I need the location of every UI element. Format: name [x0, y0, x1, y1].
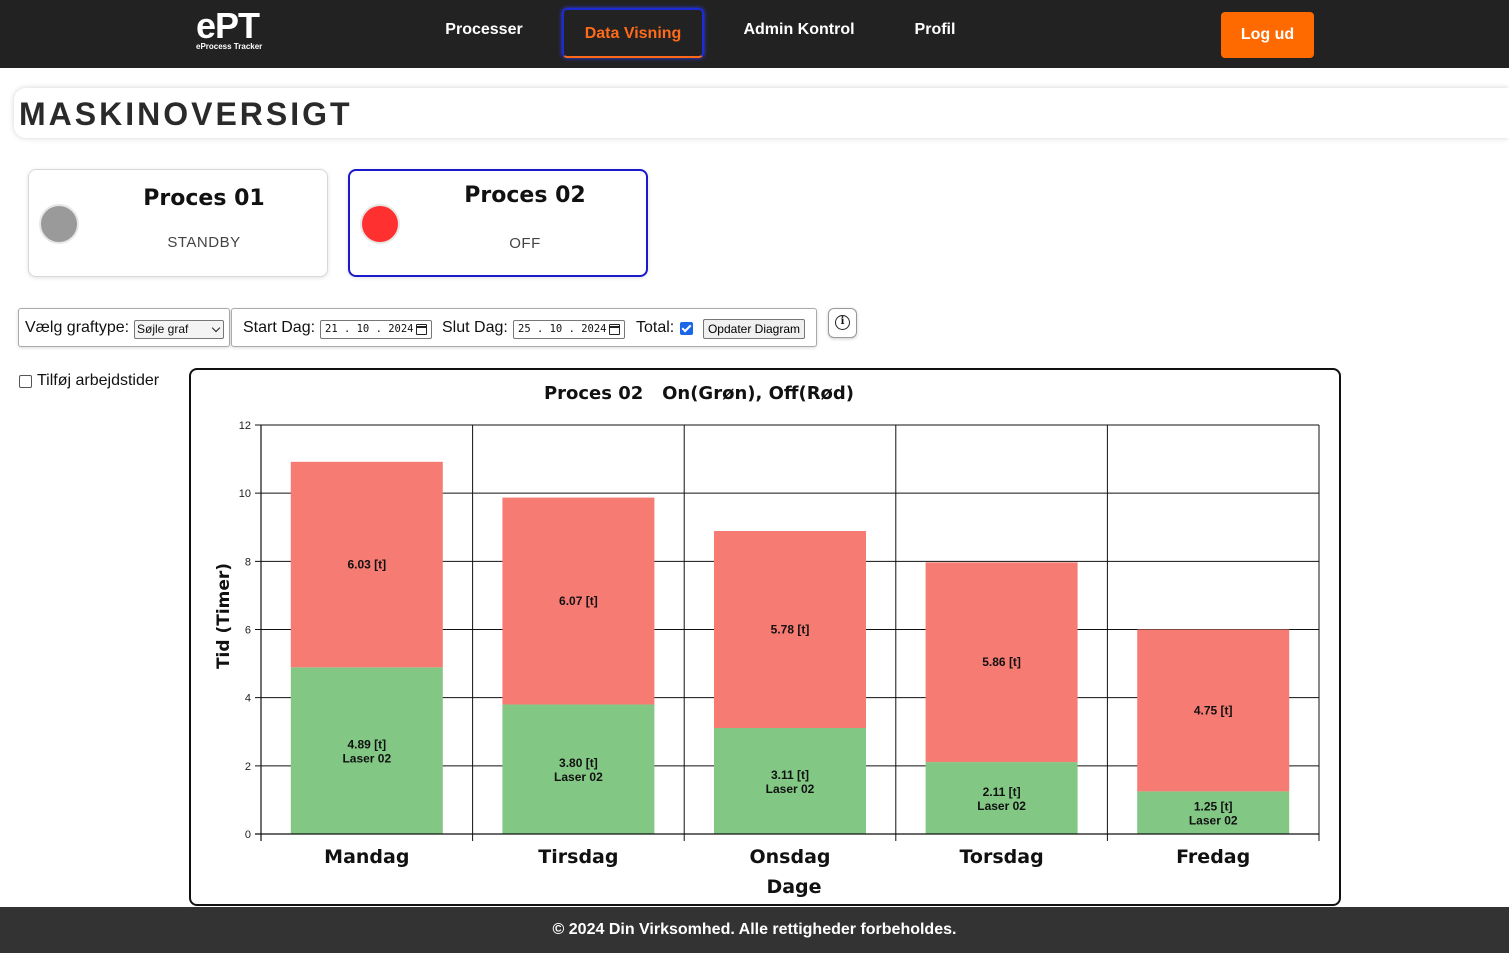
start-date-input[interactable]: 21 . 10 . 2024 [320, 320, 432, 339]
bar-off-segment [290, 461, 443, 668]
y-tick-label: 0 [245, 829, 251, 841]
bar-sub-label: Laser 02 [766, 782, 815, 796]
end-date-value: 25 . 10 . 2024 [518, 323, 607, 335]
x-tick-label: Torsdag [959, 846, 1043, 868]
bar-value-label: 3.80 [t] [559, 756, 598, 770]
page-title-bar: MASKINOVERSIGT [14, 88, 1509, 138]
bar-value-label: 5.78 [t] [771, 623, 810, 637]
process-status: OFF [509, 235, 541, 252]
status-indicator-icon [360, 204, 400, 244]
total-checkbox[interactable] [680, 322, 693, 335]
worktime-label: Tilføj arbejdstider [37, 372, 160, 389]
nav-link-data-visning[interactable]: Data Visning [562, 8, 704, 58]
end-date-label: Slut Dag: [442, 319, 508, 336]
bar-on-segment [290, 667, 443, 834]
bar-on-segment [925, 762, 1078, 834]
bar-value-label: 2.11 [t] [983, 785, 1021, 799]
bar-value-label: 6.03 [t] [347, 558, 386, 572]
bar-value-label: 3.11 [t] [771, 768, 809, 782]
navbar: ePT eProcess Tracker Processer Data Visn… [0, 0, 1509, 68]
ept-logo[interactable]: ePT eProcess Tracker [196, 5, 276, 54]
x-tick-label: Onsdag [749, 846, 830, 868]
bar-sub-label: Laser 02 [977, 799, 1026, 813]
process-card-01[interactable]: Proces 01 STANDBY [28, 169, 328, 277]
bar-on-segment [1137, 791, 1290, 834]
y-tick-label: 6 [245, 625, 251, 637]
y-tick-label: 4 [245, 693, 251, 705]
end-date-input[interactable]: 25 . 10 . 2024 [513, 320, 625, 339]
info-button[interactable]: i [828, 308, 857, 338]
bar-sub-label: Laser 02 [554, 770, 603, 784]
bar-on-segment [502, 704, 655, 834]
calendar-icon[interactable] [609, 324, 620, 335]
process-name: Proces 02 [464, 183, 586, 208]
bar-off-segment [1137, 629, 1290, 792]
bar-value-label: 4.89 [t] [347, 738, 386, 752]
x-axis-label: Dage [766, 876, 821, 898]
bar-value-label: 1.25 [t] [1194, 800, 1233, 814]
graph-type-select[interactable]: Søjle graf [134, 320, 224, 339]
x-tick-label: Tirsdag [538, 846, 618, 868]
logo-text: ePT [196, 5, 260, 46]
graph-type-control: Vælg graftype: Søjle graf [18, 308, 230, 347]
calendar-icon[interactable] [416, 324, 427, 335]
chart-title: Proces 02 On(Grøn), Off(Rød) [544, 383, 854, 404]
x-tick-label: Fredag [1176, 846, 1250, 868]
nav-link-profil[interactable]: Profil [914, 21, 956, 38]
bar-sub-label: Laser 02 [1189, 814, 1238, 828]
process-status: STANDBY [167, 234, 241, 251]
start-date-value: 21 . 10 . 2024 [325, 323, 414, 335]
process-name: Proces 01 [143, 186, 265, 211]
process-card-02[interactable]: Proces 02 OFF [348, 169, 648, 277]
bar-sub-label: Laser 02 [342, 752, 391, 766]
bar-off-segment [714, 530, 866, 729]
info-icon: i [835, 315, 850, 330]
total-label: Total: [636, 319, 675, 336]
footer: © 2024 Din Virksomhed. Alle rettigheder … [0, 907, 1509, 953]
bar-off-segment [502, 497, 655, 705]
chart-card: 0 2 4 6 8 10 12 4.89 [t] Laser 02 6.03 [t] Mandag 3… [189, 368, 1341, 906]
nav-link-admin-kontrol[interactable]: Admin Kontrol [743, 21, 855, 38]
update-diagram-button[interactable]: Opdater Diagram [703, 319, 805, 339]
x-tick-label: Mandag [324, 846, 409, 868]
y-tick-label: 8 [245, 556, 251, 568]
y-tick-label: 2 [245, 761, 251, 773]
bar-value-label: 4.75 [t] [1194, 703, 1233, 717]
bar-off-segment [925, 562, 1078, 763]
bar-on-segment [714, 728, 866, 834]
bar-value-label: 5.86 [t] [982, 655, 1021, 669]
y-axis-label: Tid (Timer) [214, 563, 234, 669]
nav-link-processer[interactable]: Processer [445, 21, 523, 38]
page-title: MASKINOVERSIGT [19, 96, 353, 132]
logo-subtitle: eProcess Tracker [196, 42, 263, 51]
bar-value-label: 6.07 [t] [559, 594, 598, 608]
date-range-control: Start Dag: 21 . 10 . 2024 Slut Dag: 25 .… [231, 308, 817, 347]
graph-type-value: Søjle graf [137, 322, 189, 336]
status-indicator-icon [39, 204, 79, 244]
start-date-label: Start Dag: [243, 319, 316, 336]
y-tick-label: 10 [239, 488, 251, 500]
y-tick-label: 12 [239, 420, 251, 432]
graph-type-label: Vælg graftype: [25, 319, 130, 336]
logout-button[interactable]: Log ud [1221, 12, 1314, 58]
worktime-checkbox[interactable] [19, 375, 32, 388]
chevron-down-icon [211, 323, 221, 333]
